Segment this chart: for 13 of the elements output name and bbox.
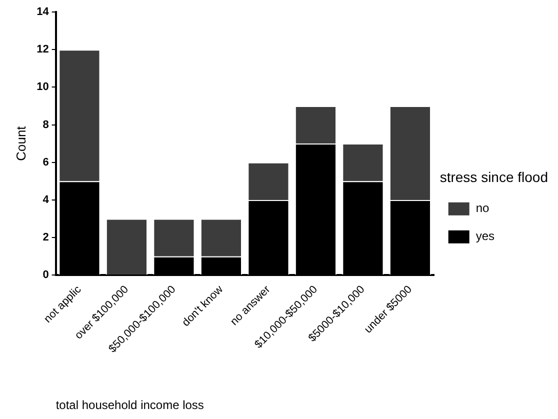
x-axis-title: total household income loss [56, 398, 204, 412]
legend-label: no [476, 201, 490, 216]
y-tick-label: 10 [36, 81, 49, 94]
y-tick-label: 6 [42, 156, 49, 168]
legend-label: yes [476, 229, 495, 244]
y-tick-label: 12 [36, 44, 49, 56]
legend-title: stress since flood [440, 168, 548, 185]
y-tick-label: 8 [42, 118, 49, 131]
y-tick-label: 4 [42, 194, 50, 206]
y-axis-title: Count [13, 126, 28, 161]
y-tick-label: 14 [36, 6, 50, 18]
y-tick-label: 2 [42, 232, 49, 244]
y-tick-label: 0 [42, 269, 49, 282]
